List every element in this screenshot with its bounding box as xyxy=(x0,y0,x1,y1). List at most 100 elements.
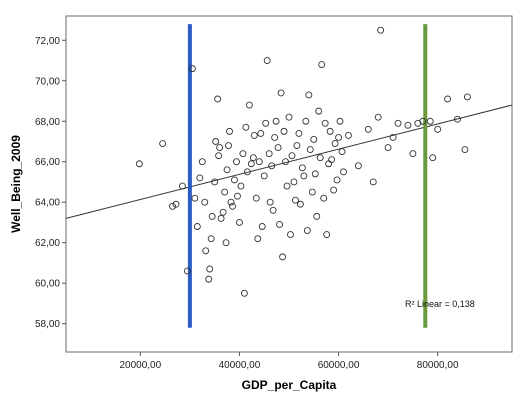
data-point xyxy=(426,117,434,125)
data-point xyxy=(369,178,377,186)
data-point xyxy=(269,206,277,214)
data-point xyxy=(205,275,213,283)
x-tick-label: 40000,00 xyxy=(219,360,261,371)
data-point xyxy=(221,188,229,196)
data-point xyxy=(336,117,344,125)
data-point xyxy=(316,154,324,162)
data-point xyxy=(404,121,412,129)
x-tick-label: 80000,00 xyxy=(417,360,459,371)
data-point xyxy=(283,182,291,190)
data-point xyxy=(135,160,143,168)
data-point xyxy=(216,144,224,152)
data-point xyxy=(211,178,219,186)
data-point xyxy=(265,150,273,158)
y-axis-title: Well_Being_2009 xyxy=(9,135,23,233)
data-point xyxy=(250,131,258,139)
data-point xyxy=(268,162,276,170)
data-point xyxy=(214,95,222,103)
data-point xyxy=(239,150,247,158)
x-axis-title: GDP_per_Capita xyxy=(242,378,337,392)
data-point xyxy=(394,119,402,127)
data-point xyxy=(202,247,210,255)
data-point xyxy=(298,164,306,172)
data-point xyxy=(293,142,301,149)
data-point xyxy=(389,133,397,141)
data-point xyxy=(434,125,442,133)
data-point xyxy=(276,221,284,228)
data-point xyxy=(252,194,260,202)
data-point xyxy=(306,146,314,154)
data-point xyxy=(254,235,262,243)
data-point xyxy=(463,93,471,101)
data-point xyxy=(282,158,289,166)
data-point xyxy=(409,150,417,158)
data-point xyxy=(159,140,167,147)
data-point xyxy=(429,154,437,162)
y-tick-label: 72,00 xyxy=(35,36,60,47)
data-point xyxy=(338,148,346,156)
data-point xyxy=(295,129,303,137)
data-point xyxy=(240,289,248,297)
data-point xyxy=(340,168,347,176)
data-point xyxy=(222,239,230,247)
data-point xyxy=(374,113,382,121)
fit-line-layer xyxy=(65,104,513,219)
data-point xyxy=(179,182,186,190)
data-point xyxy=(277,89,285,97)
data-point xyxy=(310,136,318,143)
data-point xyxy=(305,91,313,99)
data-point xyxy=(233,158,240,166)
data-point xyxy=(287,231,294,239)
data-point xyxy=(191,194,199,202)
data-point xyxy=(258,223,266,230)
data-point xyxy=(235,219,243,226)
data-point xyxy=(303,227,311,235)
data-point xyxy=(331,140,339,147)
data-point xyxy=(279,253,287,261)
data-point xyxy=(444,95,452,103)
data-point xyxy=(231,176,238,184)
data-point xyxy=(183,267,191,275)
data-point xyxy=(323,231,331,239)
data-point xyxy=(263,57,271,64)
data-point xyxy=(249,154,257,162)
data-point xyxy=(225,142,232,149)
data-point xyxy=(196,174,204,182)
data-point xyxy=(243,168,251,176)
data-point xyxy=(219,208,227,216)
data-point xyxy=(274,144,282,152)
data-point xyxy=(223,166,231,174)
data-point xyxy=(226,127,233,135)
data-point xyxy=(345,131,352,139)
data-point xyxy=(291,196,299,204)
data-point xyxy=(313,212,321,220)
data-point xyxy=(272,117,280,125)
data-point xyxy=(193,223,201,230)
data-point xyxy=(217,214,225,222)
data-point xyxy=(384,144,392,152)
data-point xyxy=(290,178,298,186)
data-point xyxy=(255,158,263,166)
data-point xyxy=(188,65,196,73)
data-point xyxy=(311,170,319,178)
data-point xyxy=(333,176,341,184)
data-point xyxy=(266,198,274,206)
regression-fit-line xyxy=(65,104,513,219)
data-point xyxy=(172,200,180,208)
data-point xyxy=(229,202,236,210)
data-point xyxy=(201,198,209,206)
data-point xyxy=(318,61,326,69)
y-tick-label: 60,00 xyxy=(35,279,60,290)
data-point xyxy=(237,182,245,190)
data-point xyxy=(169,202,176,210)
data-point xyxy=(330,186,338,194)
y-tick-label: 62,00 xyxy=(35,238,60,249)
data-point xyxy=(328,156,336,164)
data-points-layer xyxy=(135,26,471,297)
data-point xyxy=(315,107,323,115)
data-point xyxy=(326,127,334,135)
data-point xyxy=(227,198,235,206)
vertical-lines-layer xyxy=(187,24,428,328)
